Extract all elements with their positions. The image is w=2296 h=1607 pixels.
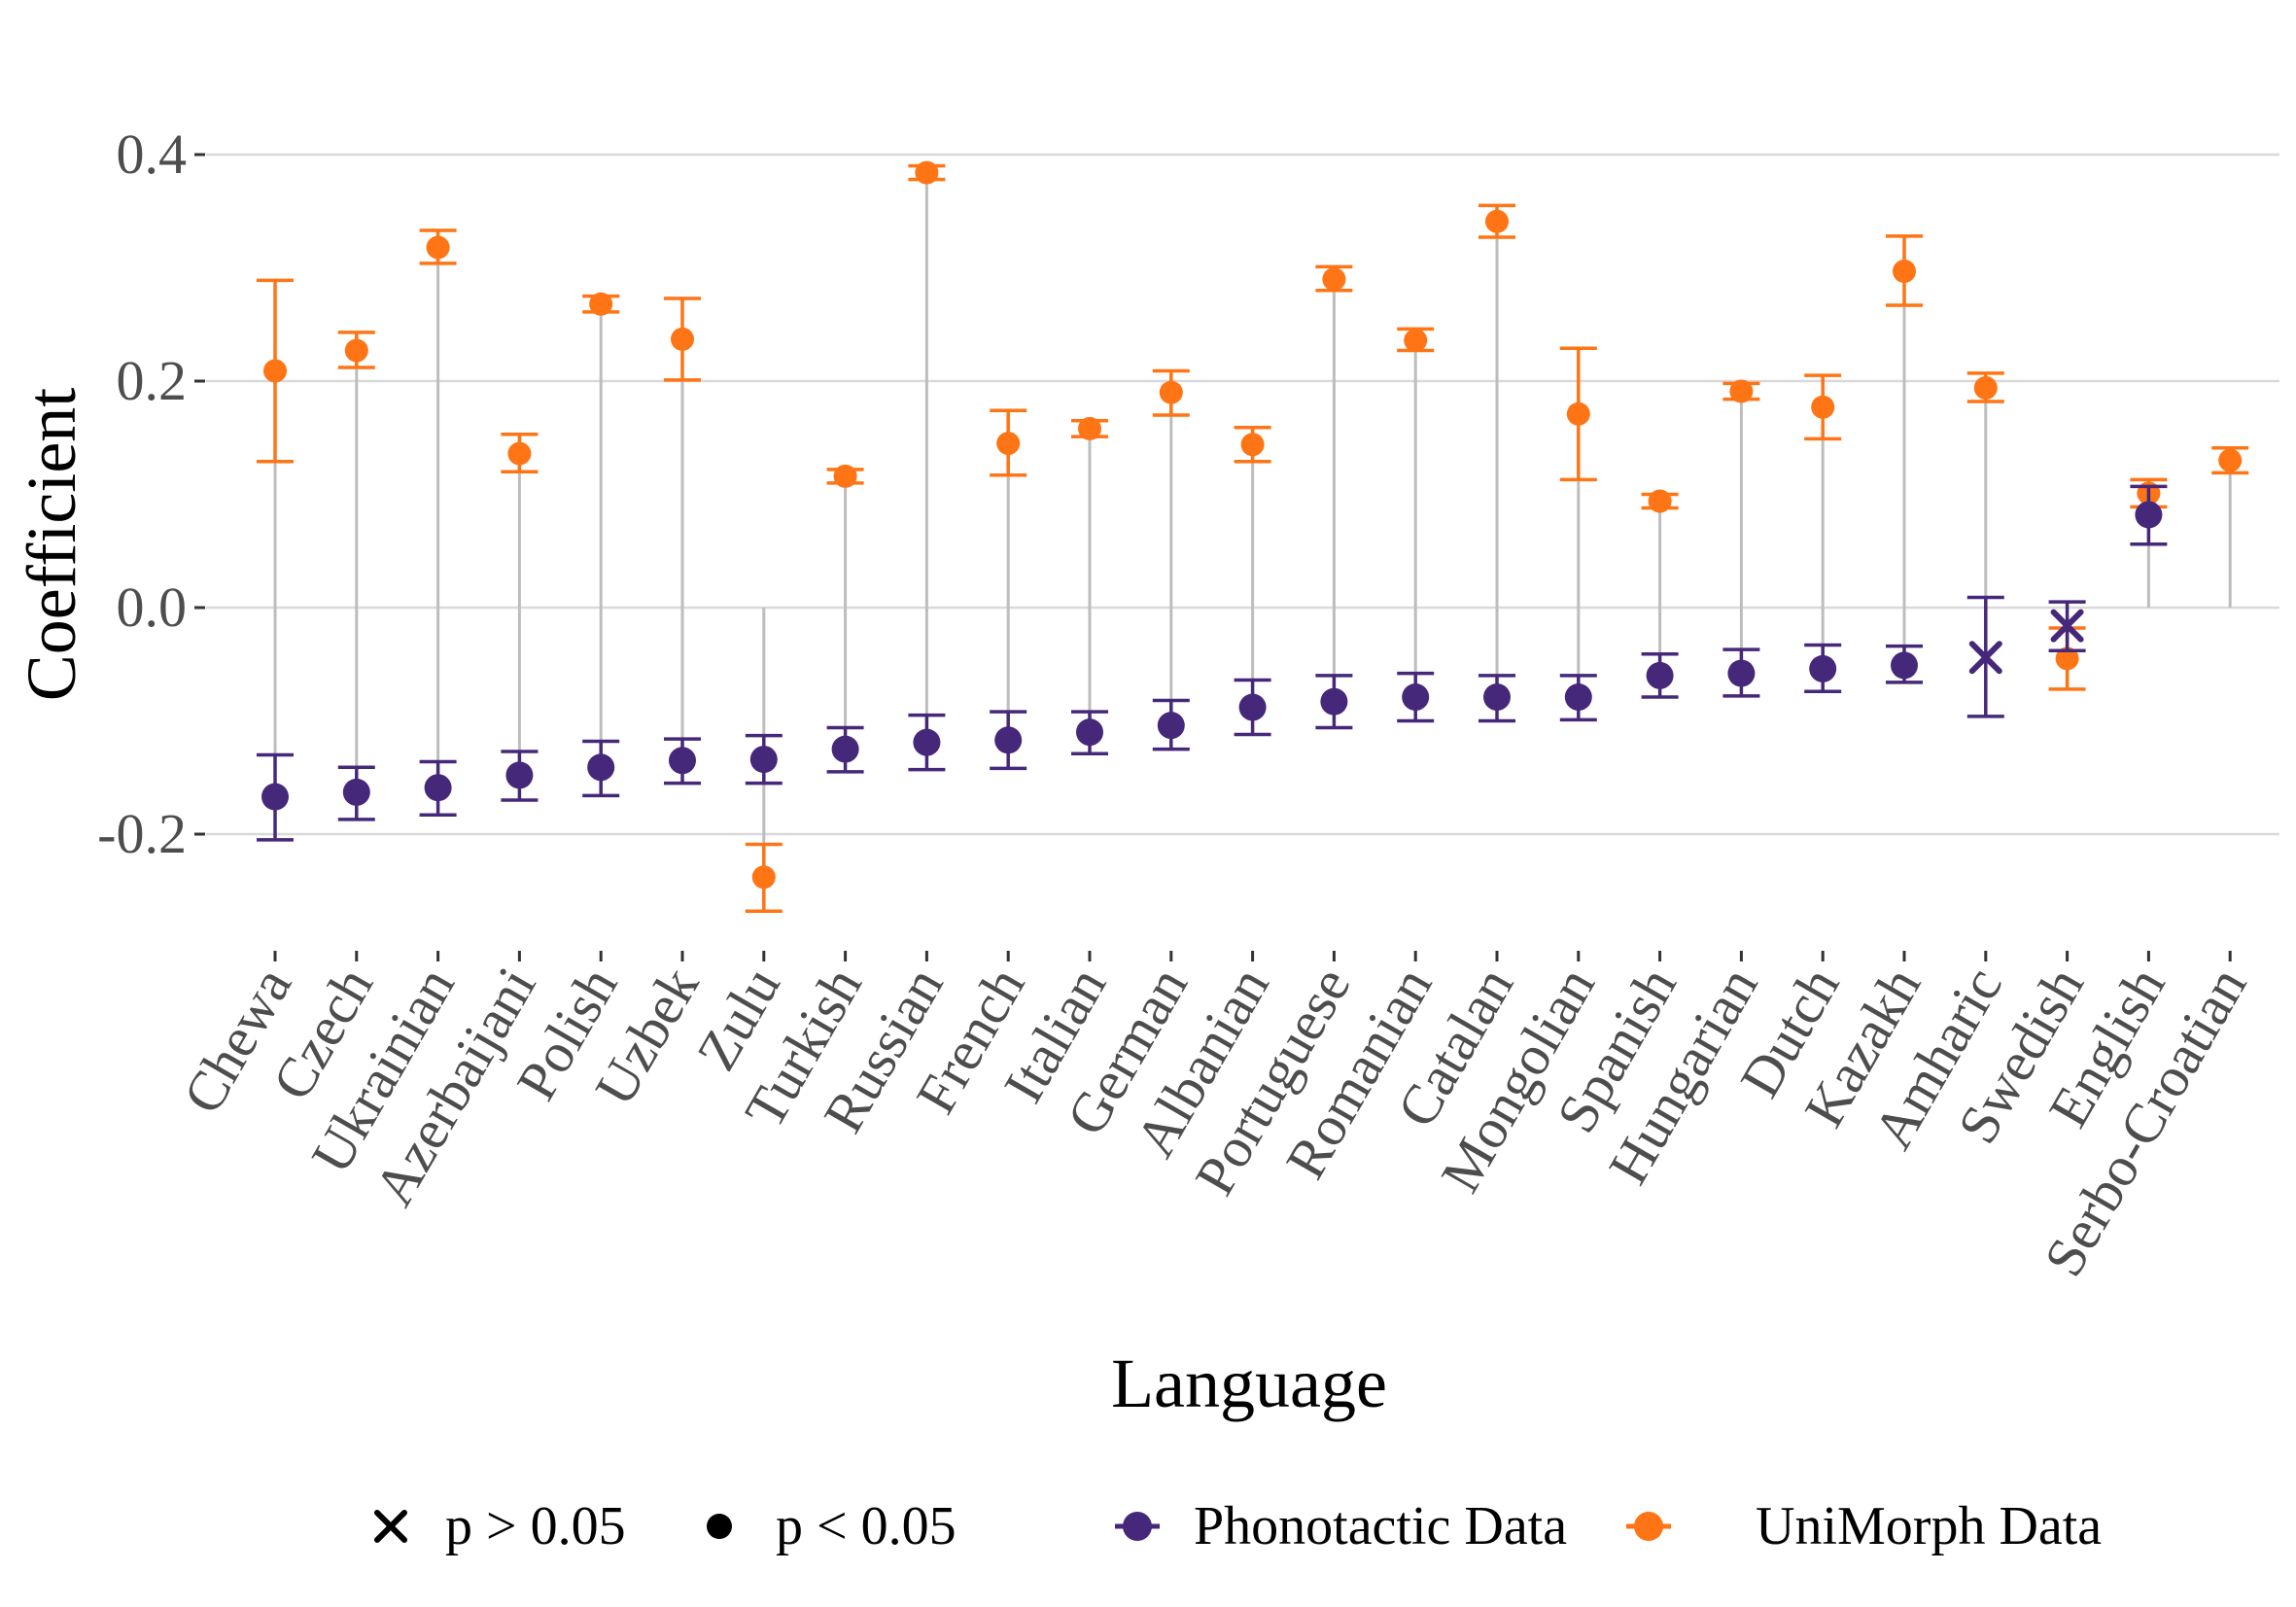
- data-marks: [257, 160, 2249, 913]
- data-point: [1648, 489, 1672, 513]
- y-tick-label: -0.2: [97, 802, 187, 865]
- data-point: [1646, 661, 1674, 689]
- gridlines: [206, 153, 2279, 836]
- data-point: [1238, 693, 1267, 721]
- y-axis: -0.2 0.0 0.2 0.4: [97, 122, 205, 865]
- data-point: [831, 735, 859, 763]
- data-point: [669, 747, 696, 775]
- legend-label-not-significant: p > 0.05: [445, 1496, 626, 1556]
- data-point: [996, 432, 1021, 456]
- legend-label-phonotactic: Phonotactic Data: [1194, 1496, 1567, 1556]
- data-point: [1973, 375, 1998, 400]
- y-tick-label: 0.0: [117, 576, 188, 639]
- data-point: [507, 441, 532, 466]
- data-point: [2218, 448, 2243, 472]
- data-point: [671, 327, 694, 351]
- data-point: [1159, 380, 1183, 404]
- legend-label-significant: p < 0.05: [776, 1496, 957, 1556]
- data-point: [1727, 659, 1756, 687]
- data-point: [589, 292, 613, 316]
- data-point: [1729, 379, 1754, 403]
- data-point-cross: [1968, 641, 2002, 675]
- data-point: [424, 774, 452, 802]
- legend: p > 0.05 p < 0.05 Phonotactic Data UniMo…: [374, 1496, 2102, 1556]
- data-point: [1240, 433, 1265, 457]
- data-point: [261, 783, 289, 811]
- data-point: [1076, 718, 1103, 747]
- legend-dot-icon: [707, 1514, 732, 1539]
- series-phonotactic-data: [257, 484, 2168, 842]
- data-point: [2055, 646, 2079, 671]
- cross-stroke: [1968, 641, 2002, 675]
- data-point: [1893, 259, 1916, 283]
- data-point: [1320, 687, 1348, 716]
- series-unimorph-data: [257, 160, 2249, 913]
- data-point: [1809, 654, 1837, 682]
- data-point: [426, 235, 450, 260]
- data-point: [263, 359, 287, 383]
- x-axis-title: Language: [1111, 1345, 1387, 1422]
- data-point: [1322, 267, 1346, 292]
- data-point: [2135, 501, 2163, 529]
- data-point: [587, 753, 615, 782]
- data-point: [342, 778, 370, 806]
- data-point: [1891, 651, 1918, 680]
- x-axis: ChewaCzechUkrainianAzerbaijaniPolishUzbe…: [170, 951, 2258, 1286]
- data-point: [749, 746, 778, 774]
- data-point-cross: [2050, 609, 2084, 643]
- data-point: [1564, 683, 1592, 712]
- data-point: [833, 464, 857, 488]
- data-point: [915, 160, 939, 185]
- data-point: [344, 338, 368, 363]
- legend-cross-icon: [374, 1510, 407, 1543]
- connector-lines: [273, 172, 2232, 878]
- data-point: [1566, 402, 1590, 426]
- data-point: [505, 761, 534, 789]
- y-tick-label: 0.4: [117, 122, 188, 186]
- data-point: [994, 726, 1023, 754]
- data-point: [1157, 712, 1185, 740]
- cross-stroke: [2050, 609, 2084, 643]
- legend-unimorph-key: [1626, 1512, 1671, 1541]
- data-point: [1404, 329, 1428, 353]
- legend-label-unimorph: UniMorph Data: [1756, 1496, 2102, 1556]
- data-point: [913, 728, 941, 756]
- data-point: [1402, 683, 1430, 712]
- legend-phonotactic-key: [1115, 1512, 1160, 1541]
- y-tick-label: 0.2: [117, 349, 188, 412]
- data-point: [1483, 683, 1511, 712]
- data-point: [1485, 209, 1509, 233]
- data-point: [751, 865, 776, 890]
- y-axis-title: Coefficient: [13, 388, 90, 702]
- data-point: [1811, 395, 1835, 419]
- data-point: [1078, 416, 1101, 440]
